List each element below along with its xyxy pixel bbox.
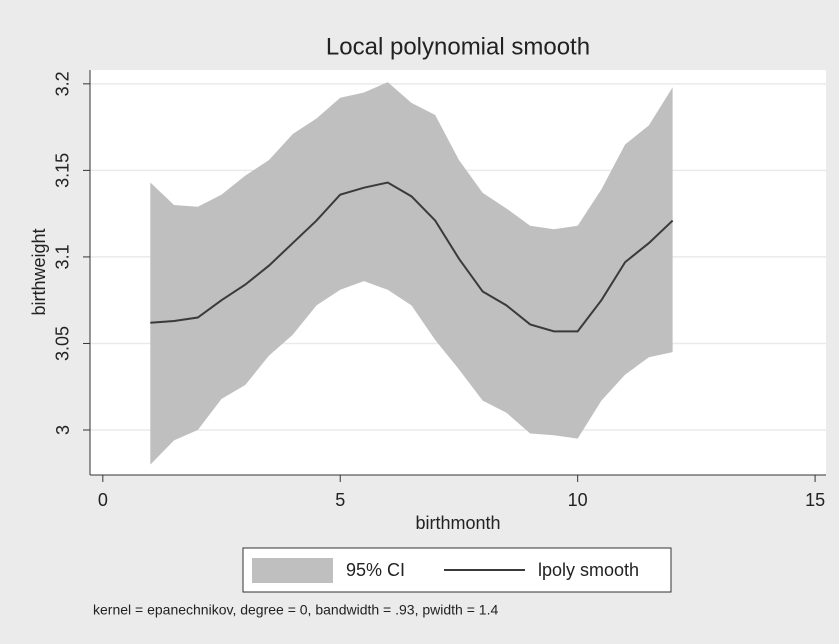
y-tick-label: 3.2 <box>53 71 73 96</box>
legend-swatch <box>252 558 333 583</box>
legend-label: lpoly smooth <box>538 560 639 580</box>
legend-label: 95% CI <box>346 560 405 580</box>
y-tick-label: 3.05 <box>53 326 73 361</box>
x-tick-label: 0 <box>98 490 108 510</box>
smooth-line <box>150 181 674 333</box>
ci-band <box>150 82 673 465</box>
y-axis-title: birthweight <box>29 228 49 315</box>
note: kernel = epanechnikov, degree = 0, bandw… <box>93 602 498 618</box>
y-tick-label: 3 <box>53 425 73 435</box>
x-tick-label: 5 <box>335 490 345 510</box>
x-axis-title: birthmonth <box>415 513 500 533</box>
x-tick-label: 15 <box>805 490 825 510</box>
chart-title: Local polynomial smooth <box>326 33 590 60</box>
y-tick-label: 3.1 <box>53 244 73 269</box>
x-tick-label: 10 <box>568 490 588 510</box>
y-tick-label: 3.15 <box>53 153 73 188</box>
